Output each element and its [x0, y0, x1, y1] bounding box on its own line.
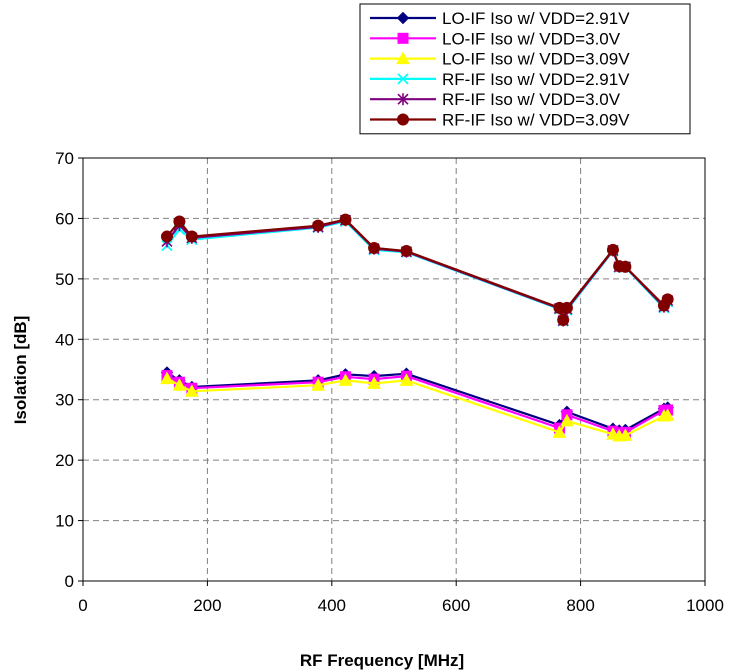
data-point	[160, 371, 174, 385]
data-point	[606, 243, 619, 256]
y-tick-label: 10	[55, 512, 74, 531]
data-point	[557, 313, 570, 326]
x-tick-label: 800	[566, 596, 594, 615]
x-tick-label: 1000	[686, 596, 724, 615]
x-tick-label: 0	[78, 596, 87, 615]
legend-entry: RF-IF Iso w/ VDD=2.91V	[370, 70, 630, 89]
data-point	[560, 301, 573, 314]
legend-label: RF-IF Iso w/ VDD=3.0V	[442, 90, 621, 109]
data-point	[367, 376, 381, 389]
y-tick-label: 50	[55, 270, 74, 289]
series-3	[160, 371, 675, 442]
x-tick-label: 400	[318, 596, 346, 615]
data-point	[552, 425, 567, 438]
data-point	[185, 230, 198, 243]
legend-marker	[397, 73, 409, 85]
legend-label: RF-IF Iso w/ VDD=2.91V	[442, 70, 630, 89]
data-point	[368, 242, 381, 255]
series-6	[160, 213, 674, 326]
legend-marker	[396, 11, 410, 25]
legend-entry: RF-IF Iso w/ VDD=3.0V	[370, 90, 621, 109]
y-tick-label: 0	[65, 572, 74, 591]
legend-label: LO-IF Iso w/ VDD=2.91V	[442, 9, 630, 28]
data-point	[660, 408, 675, 421]
data-point	[618, 428, 633, 441]
plot-area	[82, 157, 706, 582]
y-tick-label: 20	[55, 451, 74, 470]
data-point	[312, 219, 325, 232]
legend-entry: RF-IF Iso w/ VDD=3.09V	[370, 111, 630, 130]
series-layer	[160, 213, 675, 442]
data-point	[311, 378, 325, 391]
y-tick-label: 60	[55, 209, 74, 228]
data-point	[619, 260, 632, 273]
legend-label: LO-IF Iso w/ VDD=3.0V	[442, 29, 621, 48]
data-point	[400, 245, 413, 258]
data-point	[160, 230, 173, 243]
legend-entry: LO-IF Iso w/ VDD=2.91V	[370, 9, 630, 28]
x-tick-label: 200	[193, 596, 221, 615]
legend-entry: LO-IF Iso w/ VDD=3.09V	[370, 50, 630, 69]
data-point	[185, 384, 199, 397]
legend-box	[359, 3, 691, 135]
legend-entry: LO-IF Iso w/ VDD=3.0V	[370, 29, 621, 48]
data-point	[339, 213, 352, 226]
legend-marker	[396, 51, 410, 65]
x-tick-label: 600	[442, 596, 470, 615]
data-point	[560, 413, 574, 427]
y-tick-label: 30	[55, 391, 74, 410]
legend-label: LO-IF Iso w/ VDD=3.09V	[442, 50, 630, 69]
legend-marker	[397, 93, 409, 106]
legend-marker	[397, 113, 409, 126]
y-tick-label: 70	[55, 149, 74, 168]
legend-label: RF-IF Iso w/ VDD=3.09V	[442, 111, 630, 130]
legend-marker	[397, 32, 409, 44]
data-point	[172, 378, 187, 391]
axes: 0 10 20 30 40 50 60 70 0 200 400 600 800 1000	[55, 149, 724, 615]
data-point	[173, 215, 186, 228]
data-point	[338, 373, 353, 386]
data-point	[661, 293, 674, 306]
y-axis-title: Isolation [dB]	[11, 316, 30, 425]
y-tick-label: 40	[55, 330, 74, 349]
gridlines	[83, 158, 705, 581]
x-axis-title: RF Frequency [MHz]	[300, 651, 464, 670]
data-point	[399, 373, 414, 386]
